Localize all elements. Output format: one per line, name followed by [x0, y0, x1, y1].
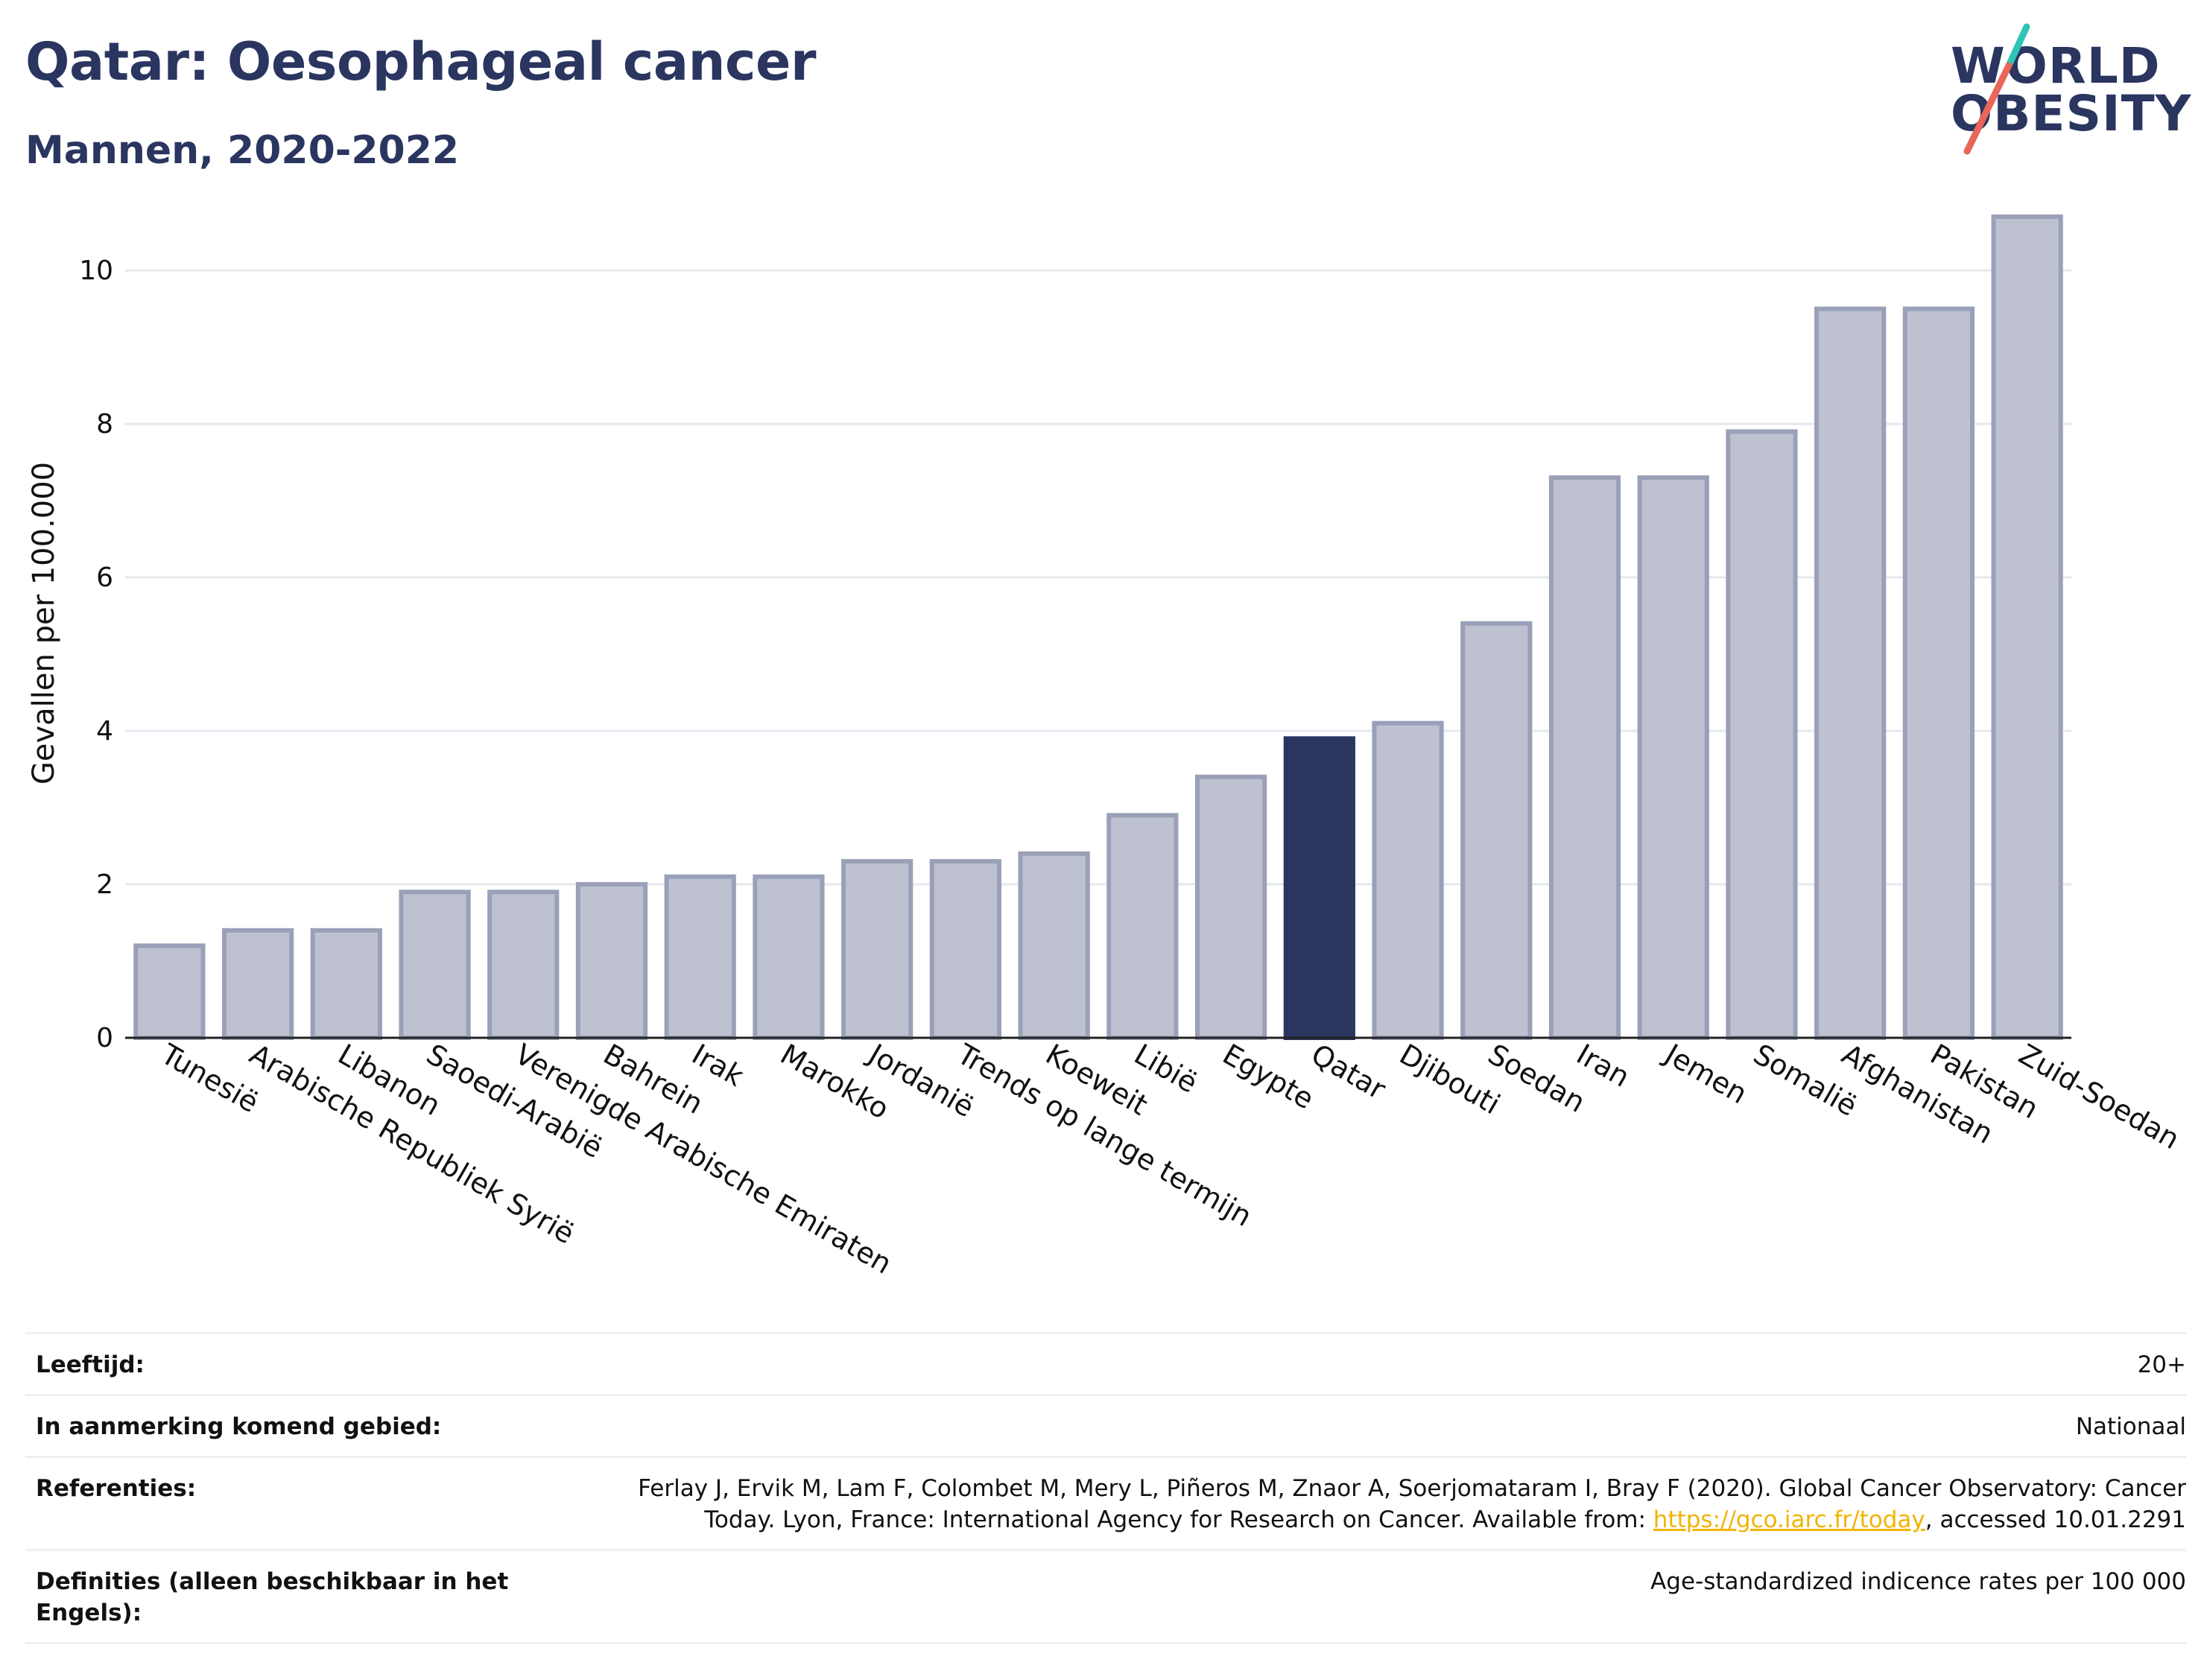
- x-tick-label: Tunesië: [155, 1037, 264, 1119]
- bar-pakistan: [1902, 306, 1975, 1040]
- y-tick-label: 4: [96, 716, 113, 747]
- bar-somali-: [1726, 429, 1798, 1040]
- info-row-age: Leeftijd: 20+: [25, 1332, 2186, 1394]
- y-tick-label: 6: [96, 562, 113, 593]
- info-value-references: Ferlay J, Ervik M, Lam F, Colombet M, Me…: [621, 1473, 2186, 1535]
- y-tick-label: 0: [96, 1023, 113, 1053]
- bar-qatar: [1283, 736, 1355, 1040]
- info-table: Leeftijd: 20+ In aanmerking komend gebie…: [25, 1332, 2186, 1644]
- logo-slash-icon: [1963, 23, 2030, 155]
- reference-link[interactable]: https://gco.iarc.fr/today: [1653, 1506, 1925, 1533]
- reference-text: Ferlay J, Ervik M, Lam F, Colombet M, Me…: [638, 1475, 2186, 1533]
- x-tick-label: Qatar: [1305, 1038, 1391, 1106]
- info-row-definitions: Definities (alleen beschikbaar in het En…: [25, 1549, 2186, 1644]
- x-tick-label: Jemen: [1658, 1037, 1752, 1111]
- info-label: Definities (alleen beschikbaar in het En…: [36, 1568, 509, 1626]
- bar-djibouti: [1372, 720, 1444, 1040]
- reference-accessed: , accessed 10.01.2291: [1925, 1506, 2186, 1533]
- bar-zuid-soedan: [1991, 214, 2063, 1040]
- bar-verenigde-arabische-emiraten: [487, 890, 560, 1040]
- bar-bahrein: [575, 882, 648, 1040]
- bar-egypte: [1194, 774, 1267, 1040]
- info-value: Nationaal: [2075, 1413, 2186, 1440]
- bar-afghanistan: [1814, 306, 1887, 1040]
- x-tick-label: Djibouti: [1394, 1038, 1506, 1121]
- bar-tunesi-: [133, 943, 206, 1041]
- bar-soedan: [1460, 621, 1533, 1040]
- bar-libi-: [1106, 813, 1179, 1040]
- bar-saoedi-arabi-: [399, 890, 471, 1040]
- x-tick-label: Egypte: [1217, 1038, 1320, 1116]
- info-label: Leeftijd:: [36, 1351, 145, 1378]
- y-tick-label: 10: [79, 256, 113, 286]
- bar-trends-op-lange-termijn: [929, 859, 1002, 1040]
- page-title: Qatar: Oesophageal cancer: [25, 31, 816, 92]
- bar-irak: [664, 874, 736, 1041]
- x-tick-label: Soedan: [1483, 1038, 1591, 1119]
- info-value: Age-standardized indicence rates per 100…: [1650, 1568, 2186, 1595]
- bar-jemen: [1637, 475, 1709, 1041]
- info-label: Referenties:: [36, 1475, 197, 1502]
- bar-arabische-republiek-syri-: [221, 928, 294, 1040]
- info-label: In aanmerking komend gebied:: [36, 1413, 442, 1440]
- info-row-area: In aanmerking komend gebied: Nationaal: [25, 1394, 2186, 1456]
- y-tick-label: 8: [96, 409, 113, 440]
- bar-libanon: [310, 928, 382, 1040]
- bar-koeweit: [1018, 851, 1090, 1040]
- y-axis-title: Gevallen per 100.000: [27, 462, 61, 784]
- info-row-references: Referenties: Ferlay J, Ervik M, Lam F, C…: [25, 1456, 2186, 1549]
- logo-text-line1: WORLD: [1951, 37, 2161, 95]
- y-tick-label: 2: [96, 869, 113, 900]
- info-value: 20+: [2137, 1351, 2186, 1378]
- bar-marokko: [753, 874, 825, 1041]
- world-obesity-logo: WORLD OBESITY: [1937, 21, 2191, 170]
- bar-iran: [1548, 475, 1621, 1041]
- bar-jordani-: [841, 859, 913, 1040]
- page-subtitle: Mannen, 2020-2022: [25, 128, 460, 173]
